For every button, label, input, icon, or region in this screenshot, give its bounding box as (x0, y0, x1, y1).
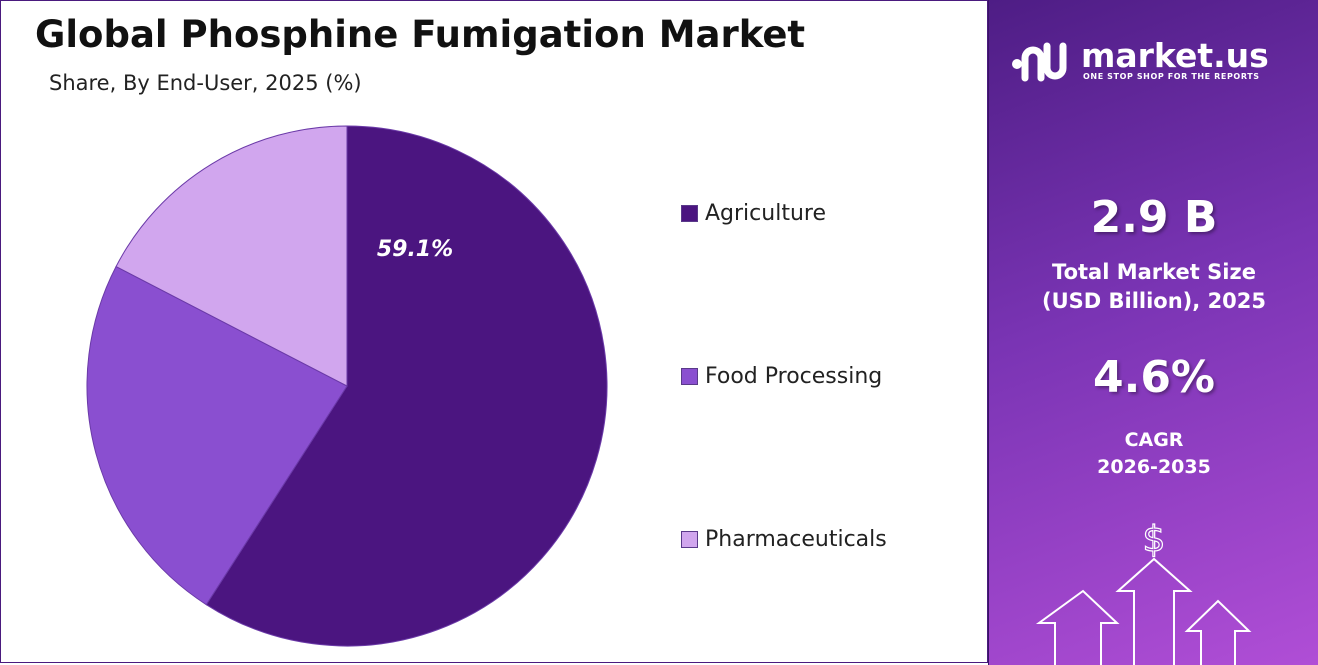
legend-swatch-food-processing (681, 368, 698, 385)
legend-label-pharmaceuticals: Pharmaceuticals (705, 527, 887, 552)
pie-chart: 59.1% (86, 125, 608, 647)
pie-slice-agriculture (205, 125, 608, 647)
cagr-label: CAGR (1124, 429, 1184, 451)
market-us-logo-icon (1012, 42, 1067, 82)
growth-arrows-icon: $ (1035, 518, 1252, 665)
cagr-period: 2026-2035 (1097, 456, 1211, 478)
legend-label-agriculture: Agriculture (705, 201, 826, 226)
chart-panel: Global Phosphine Fumigation Market Share… (0, 0, 988, 663)
summary-panel: market.us ONE STOP SHOP FOR THE REPORTS … (988, 0, 1318, 665)
chart-subtitle: Share, By End-User, 2025 (%) (49, 71, 362, 95)
page-title: Global Phosphine Fumigation Market (35, 13, 806, 56)
market-size-label: Total Market Size (1052, 260, 1256, 284)
dollar-sign-icon: $ (1143, 519, 1166, 560)
pie-slice-pharmaceuticals (115, 125, 348, 387)
legend-item-pharmaceuticals: Pharmaceuticals (681, 527, 887, 552)
brand-name: market.us (1081, 36, 1269, 75)
brand-logo: market.us ONE STOP SHOP FOR THE REPORTS (1011, 36, 1301, 86)
legend-label-food-processing: Food Processing (705, 364, 883, 389)
pie-data-labels: 59.1% (377, 237, 453, 262)
brand-tagline: ONE STOP SHOP FOR THE REPORTS (1083, 72, 1260, 81)
pie-data-label-agriculture: 59.1% (377, 237, 453, 262)
legend-item-food-processing: Food Processing (681, 364, 882, 389)
pie-slice-food-processing (86, 265, 348, 606)
market-size-label-unit: (USD Billion), 2025 (1041, 289, 1267, 313)
pie-slices (86, 125, 608, 647)
legend-item-agriculture: Agriculture (681, 201, 826, 226)
legend-swatch-pharmaceuticals (681, 531, 698, 548)
legend-swatch-agriculture (681, 205, 698, 222)
cagr-value: 4.6% (1092, 352, 1216, 403)
market-size-value: 2.9 B (1090, 192, 1218, 243)
